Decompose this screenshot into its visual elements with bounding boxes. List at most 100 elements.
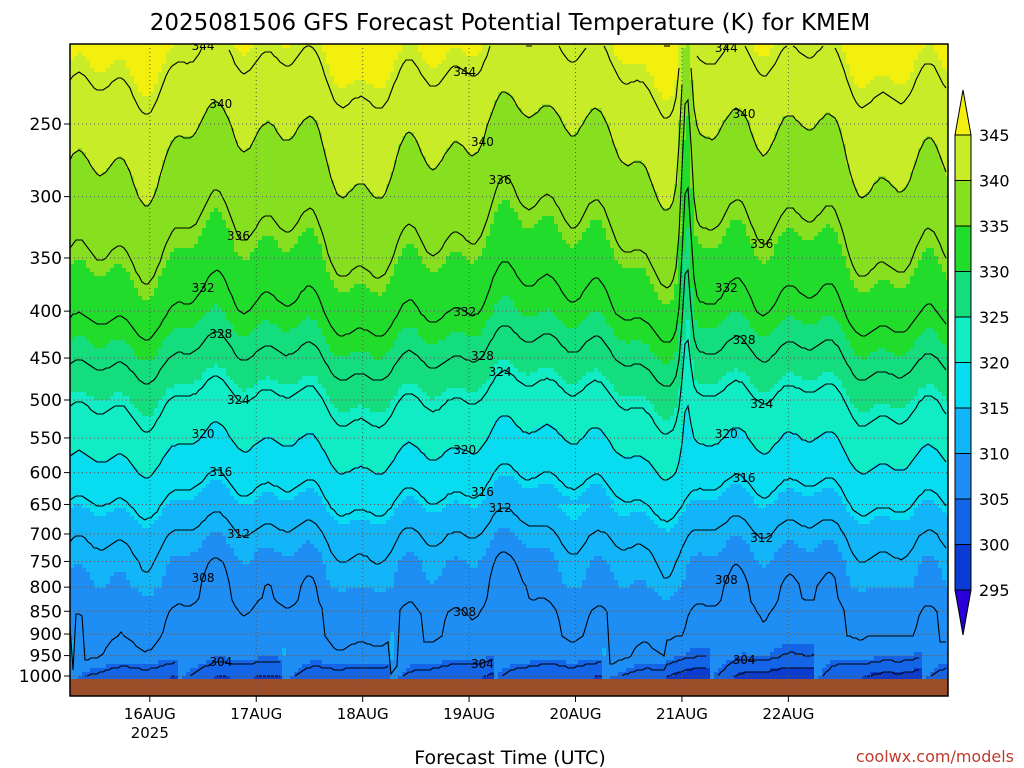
- heatmap-cell: [614, 452, 619, 513]
- heatmap-cell: [646, 400, 651, 461]
- heatmap-cell: [374, 472, 379, 525]
- heatmap-cell: [938, 156, 943, 265]
- heatmap-cell: [770, 448, 775, 505]
- heatmap-cell: [738, 536, 743, 657]
- heatmap-cell: [822, 540, 827, 669]
- heatmap-cell: [882, 588, 887, 657]
- heatmap-cell: [318, 328, 323, 385]
- heatmap-cell: [846, 340, 851, 397]
- heatmap-cell: [538, 368, 543, 429]
- contour-label-text: 332: [715, 281, 738, 295]
- heatmap-cell: [522, 228, 527, 317]
- heatmap-cell: [390, 276, 395, 349]
- contour-label-text: 320: [715, 427, 738, 441]
- heatmap-cell: [794, 44, 799, 121]
- heatmap-cell: [886, 656, 891, 673]
- heatmap-cell: [722, 376, 727, 437]
- heatmap-cell: [794, 492, 799, 545]
- heatmap-cell: [902, 188, 907, 289]
- heatmap-cell: [822, 116, 827, 229]
- heatmap-cell: [338, 356, 343, 413]
- heatmap-cell: [566, 132, 571, 245]
- heatmap-cell: [450, 144, 455, 253]
- heatmap-cell: [698, 132, 703, 245]
- heatmap-cell: [306, 44, 311, 117]
- heatmap-cell: [186, 136, 191, 249]
- heatmap-cell: [226, 488, 231, 545]
- heatmap-cell: [382, 292, 387, 357]
- heatmap-cell: [506, 416, 511, 477]
- heatmap-cell: [518, 108, 523, 221]
- heatmap-cell: [546, 660, 551, 696]
- heatmap-cell: [94, 400, 99, 461]
- heatmap-cell: [278, 660, 283, 677]
- heatmap-cell: [794, 120, 799, 233]
- heatmap-cell: [406, 552, 411, 669]
- heatmap-cell: [246, 564, 251, 661]
- heatmap-cell: [658, 44, 663, 93]
- heatmap-cell: [234, 140, 239, 253]
- heatmap-cell: [818, 320, 823, 377]
- heatmap-cell: [118, 44, 123, 61]
- heatmap-cell: [450, 448, 455, 505]
- colorbar-tick-label: 340: [979, 172, 1010, 191]
- contour-label-text: 332: [192, 281, 215, 295]
- heatmap-cell: [782, 492, 787, 545]
- heatmap-cell: [746, 656, 751, 673]
- heatmap-cell: [914, 576, 919, 653]
- heatmap-cell: [454, 388, 459, 449]
- heatmap-cell: [258, 380, 263, 441]
- heatmap-cell: [126, 168, 131, 273]
- heatmap-cell: [542, 548, 547, 661]
- heatmap-cell: [642, 44, 647, 65]
- heatmap-cell: [650, 588, 655, 665]
- heatmap-cell: [522, 116, 527, 229]
- heatmap-cell: [726, 228, 731, 317]
- heatmap-cell: [870, 588, 875, 661]
- heatmap-cell: [818, 44, 823, 121]
- heatmap-cell: [842, 504, 847, 561]
- heatmap-cell: [154, 288, 159, 357]
- heatmap-cell: [546, 484, 551, 549]
- heatmap-cell: [514, 212, 519, 309]
- heatmap-cell: [906, 656, 911, 673]
- heatmap-cell: [342, 88, 347, 197]
- heatmap-cell: [546, 104, 551, 217]
- heatmap-cell: [70, 660, 75, 696]
- heatmap-cell: [226, 544, 231, 661]
- heatmap-cell: [410, 44, 415, 133]
- heatmap-cell: [622, 268, 627, 341]
- heatmap-cell: [222, 484, 227, 537]
- heatmap-cell: [82, 568, 87, 673]
- y-axis: 2503003504004505005506006507007508008509…: [19, 115, 70, 687]
- heatmap-cell: [350, 588, 355, 665]
- heatmap-cell: [74, 152, 79, 261]
- heatmap-cell: [406, 132, 411, 245]
- heatmap-cell: [894, 588, 899, 657]
- heatmap-cell: [454, 660, 459, 696]
- heatmap-cell: [542, 368, 547, 425]
- heatmap-cell: [102, 400, 107, 461]
- heatmap-cell: [558, 660, 563, 696]
- heatmap-cell: [322, 44, 327, 53]
- heatmap-cell: [470, 44, 475, 57]
- heatmap-cell: [650, 284, 655, 353]
- heatmap-cell: [562, 324, 567, 381]
- heatmap-cell: [326, 164, 331, 273]
- heatmap-cell: [154, 408, 159, 469]
- heatmap-cell: [354, 520, 359, 589]
- heatmap-cell: [330, 44, 335, 77]
- heatmap-cell: [430, 272, 435, 345]
- heatmap-cell: [490, 372, 495, 429]
- heatmap-cell: [530, 660, 535, 696]
- heatmap-cell: [778, 648, 783, 669]
- heatmap-cell: [390, 660, 395, 696]
- x-tick-label: 22AUG: [762, 705, 814, 723]
- heatmap-cell: [178, 384, 183, 445]
- heatmap-cell: [86, 160, 91, 269]
- heatmap-cell: [338, 88, 343, 197]
- heatmap-cell: [694, 44, 699, 121]
- heatmap-cell: [102, 516, 107, 589]
- heatmap-cell: [678, 388, 683, 457]
- heatmap-cell: [162, 64, 167, 161]
